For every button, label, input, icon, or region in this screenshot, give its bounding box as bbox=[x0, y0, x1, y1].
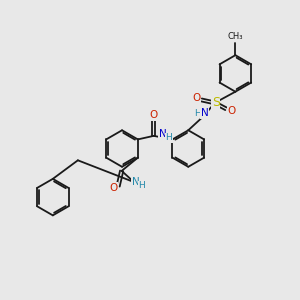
Text: O: O bbox=[110, 183, 118, 193]
Text: CH₃: CH₃ bbox=[228, 32, 243, 41]
Text: H: H bbox=[166, 133, 172, 142]
Text: N: N bbox=[201, 108, 208, 118]
Text: N: N bbox=[159, 129, 167, 139]
Text: H: H bbox=[139, 181, 145, 190]
Text: S: S bbox=[212, 95, 220, 109]
Text: O: O bbox=[150, 110, 158, 120]
Text: O: O bbox=[227, 106, 236, 116]
Text: N: N bbox=[132, 177, 140, 187]
Text: O: O bbox=[192, 93, 200, 103]
Text: H: H bbox=[195, 109, 201, 118]
